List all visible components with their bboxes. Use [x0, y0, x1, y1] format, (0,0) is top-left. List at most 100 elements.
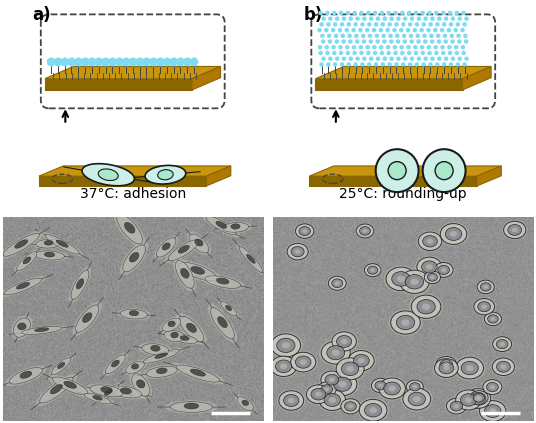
Circle shape — [407, 11, 411, 15]
Ellipse shape — [44, 240, 53, 245]
Ellipse shape — [137, 380, 145, 388]
Circle shape — [91, 59, 96, 65]
Circle shape — [462, 62, 467, 67]
Text: 37°C: adhesion: 37°C: adhesion — [80, 187, 186, 201]
Circle shape — [165, 58, 170, 63]
Circle shape — [474, 396, 482, 401]
Circle shape — [392, 272, 410, 286]
Ellipse shape — [168, 321, 175, 327]
Circle shape — [413, 45, 418, 49]
Circle shape — [440, 360, 453, 370]
Ellipse shape — [117, 214, 143, 244]
Circle shape — [364, 264, 381, 277]
Circle shape — [319, 22, 324, 27]
Ellipse shape — [20, 371, 32, 378]
Circle shape — [430, 39, 434, 44]
Circle shape — [162, 58, 168, 63]
Circle shape — [396, 39, 400, 44]
Circle shape — [428, 22, 433, 27]
Circle shape — [316, 381, 338, 398]
Circle shape — [318, 45, 322, 49]
Ellipse shape — [83, 313, 92, 322]
Circle shape — [81, 58, 86, 63]
Circle shape — [434, 263, 453, 277]
Circle shape — [337, 335, 352, 347]
Ellipse shape — [178, 262, 217, 281]
Circle shape — [122, 60, 127, 66]
Circle shape — [414, 11, 418, 15]
Circle shape — [406, 28, 411, 32]
Circle shape — [430, 275, 435, 279]
Circle shape — [149, 58, 154, 63]
Circle shape — [375, 39, 380, 44]
Circle shape — [346, 349, 376, 372]
Circle shape — [461, 11, 466, 15]
Circle shape — [388, 162, 406, 180]
Circle shape — [504, 221, 526, 239]
Ellipse shape — [123, 245, 145, 272]
Circle shape — [376, 16, 380, 21]
Circle shape — [136, 60, 141, 66]
Circle shape — [449, 22, 453, 27]
Ellipse shape — [211, 308, 234, 339]
Circle shape — [379, 378, 405, 399]
Circle shape — [366, 11, 370, 15]
Circle shape — [90, 58, 95, 63]
Circle shape — [383, 16, 387, 21]
Ellipse shape — [157, 368, 167, 374]
Circle shape — [185, 58, 190, 63]
Circle shape — [324, 387, 329, 391]
Circle shape — [423, 56, 428, 61]
Circle shape — [362, 16, 367, 21]
Circle shape — [149, 60, 154, 66]
Ellipse shape — [155, 353, 168, 358]
Circle shape — [47, 58, 52, 63]
Circle shape — [388, 22, 392, 27]
Circle shape — [415, 22, 419, 27]
Circle shape — [363, 263, 382, 277]
Circle shape — [192, 58, 197, 63]
Circle shape — [500, 342, 505, 346]
Circle shape — [187, 59, 192, 65]
Circle shape — [490, 385, 495, 389]
Circle shape — [276, 360, 292, 373]
Circle shape — [460, 394, 477, 406]
Circle shape — [336, 358, 364, 380]
Ellipse shape — [84, 393, 111, 404]
Circle shape — [176, 60, 182, 66]
Circle shape — [277, 389, 306, 412]
Circle shape — [437, 56, 442, 61]
Circle shape — [105, 59, 110, 65]
Circle shape — [381, 62, 385, 67]
Circle shape — [158, 58, 163, 63]
Ellipse shape — [189, 234, 209, 253]
Circle shape — [428, 62, 433, 67]
Circle shape — [90, 61, 95, 66]
Ellipse shape — [190, 369, 205, 376]
Circle shape — [131, 61, 136, 66]
Circle shape — [77, 59, 83, 65]
Circle shape — [368, 33, 373, 38]
Circle shape — [317, 382, 336, 397]
Circle shape — [442, 62, 446, 67]
Circle shape — [440, 45, 445, 49]
Ellipse shape — [21, 326, 62, 335]
Circle shape — [287, 243, 308, 260]
Circle shape — [485, 312, 502, 326]
Circle shape — [441, 11, 445, 15]
Ellipse shape — [172, 334, 197, 343]
Circle shape — [353, 354, 369, 367]
Ellipse shape — [110, 386, 142, 398]
Circle shape — [403, 16, 407, 21]
Circle shape — [311, 388, 326, 400]
Circle shape — [427, 239, 433, 244]
Circle shape — [302, 229, 307, 233]
Circle shape — [334, 39, 339, 44]
Circle shape — [463, 22, 467, 27]
Circle shape — [319, 370, 345, 390]
Ellipse shape — [95, 383, 121, 404]
Circle shape — [408, 22, 412, 27]
Circle shape — [357, 398, 389, 423]
Circle shape — [294, 223, 315, 239]
Circle shape — [416, 56, 421, 61]
